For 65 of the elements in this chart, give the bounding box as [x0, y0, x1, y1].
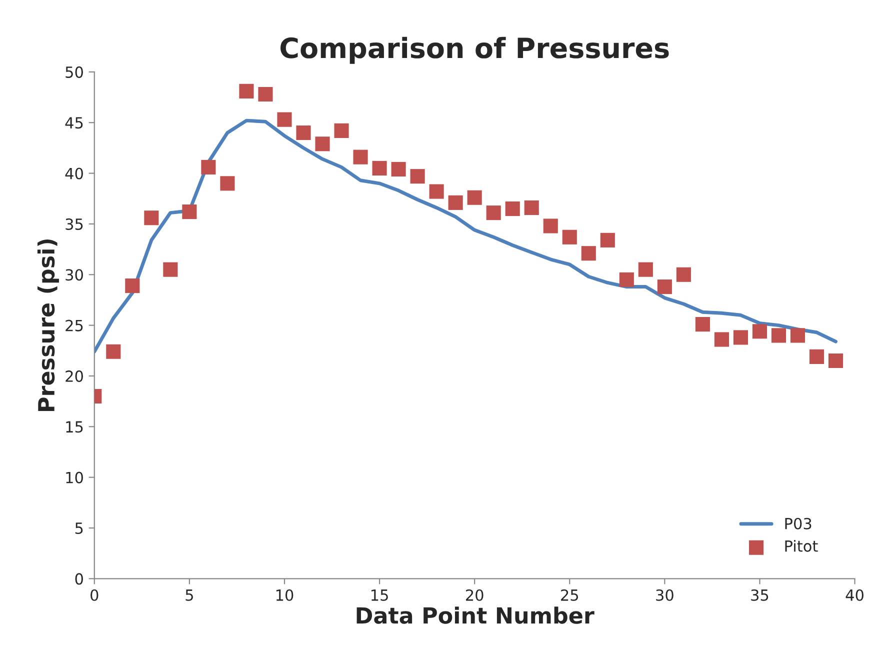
- x-tick-label: 25: [561, 589, 578, 601]
- point: [296, 125, 311, 140]
- x-axis-title: Data Point Number: [356, 606, 594, 624]
- point: [429, 184, 444, 199]
- y-tick-label: 0: [75, 573, 83, 585]
- x-tick-label: 10: [276, 589, 294, 601]
- legend-label: Pitot: [785, 540, 818, 552]
- y-tick-label: 45: [65, 117, 83, 129]
- point: [600, 232, 615, 248]
- y-tick-label: 10: [66, 472, 83, 484]
- point: [353, 150, 368, 164]
- point: [771, 328, 786, 343]
- point: [695, 317, 710, 332]
- x-tick-label: 30: [656, 589, 674, 601]
- point: [277, 112, 292, 127]
- x-tick-label: 0: [90, 589, 98, 601]
- point: [790, 328, 806, 343]
- point: [733, 330, 748, 345]
- point: [828, 353, 844, 368]
- x-tick-label: 35: [751, 589, 768, 601]
- point: [505, 201, 520, 216]
- x-tick-label: 5: [186, 590, 193, 601]
- y-tick-label: 35: [66, 218, 83, 230]
- point: [581, 246, 596, 261]
- point: [524, 200, 539, 216]
- point: [315, 136, 330, 152]
- point: [334, 123, 349, 138]
- chart-title: Comparison of Pressures: [280, 36, 669, 64]
- point: [619, 272, 634, 287]
- point: [486, 206, 501, 220]
- point: [410, 169, 425, 184]
- y-tick-label: 25: [66, 320, 83, 332]
- point: [125, 278, 140, 294]
- point: [809, 349, 824, 364]
- point: [163, 262, 178, 277]
- y-axis-title: Pressure (psi): [37, 239, 59, 411]
- point: [258, 86, 273, 102]
- y-tick-label: 40: [65, 168, 83, 180]
- point: [657, 280, 672, 294]
- y-tick-label: 30: [66, 269, 83, 281]
- point: [543, 218, 558, 234]
- point: [182, 204, 197, 220]
- y-tick-label: 5: [75, 522, 83, 534]
- y-tick-label: 15: [66, 421, 83, 433]
- x-tick-label: 40: [846, 589, 864, 601]
- point: [752, 324, 768, 339]
- x-tick-label: 20: [466, 589, 484, 601]
- point: [220, 176, 235, 191]
- point: [239, 84, 254, 98]
- point: [562, 230, 577, 244]
- point: [638, 262, 653, 277]
- x-tick-label: 15: [371, 590, 388, 601]
- point: [448, 195, 463, 210]
- y-tick-label: 50: [66, 66, 83, 78]
- line-series: [94, 118, 838, 354]
- point: [676, 267, 691, 282]
- point: [106, 344, 121, 359]
- point: [467, 190, 482, 205]
- legend-label: P03: [785, 518, 812, 530]
- point: [201, 160, 216, 174]
- point: [144, 210, 159, 226]
- point: [714, 332, 729, 347]
- point: [391, 162, 406, 177]
- point: [372, 160, 387, 176]
- y-tick-label: 20: [66, 370, 83, 382]
